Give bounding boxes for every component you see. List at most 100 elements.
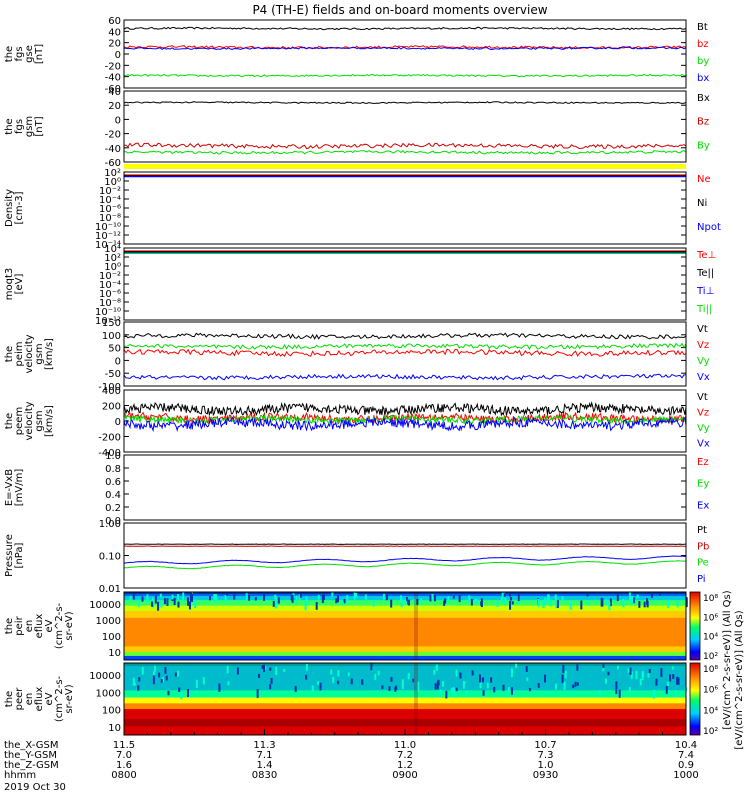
spectrogram-cell-peer-spec <box>218 683 221 692</box>
spectrogram-cell-peer-spec <box>435 664 438 671</box>
ylabel-peir-spec: en <box>24 620 35 633</box>
series-line-fgs-gsm-0 <box>123 101 687 105</box>
spectrogram-cell-peer-spec <box>471 670 474 676</box>
xaxis-value: 10.7 <box>534 740 556 751</box>
panel-frame-peem-vel <box>123 389 687 453</box>
spectrogram-cell-peir-spec <box>444 598 447 604</box>
spectrogram-cell-peer-spec <box>269 684 272 690</box>
spectrogram-cell-peir-spec <box>299 592 302 598</box>
series-line-fgs-gse-3 <box>124 46 687 51</box>
legend-label-fgs-gse: by <box>697 56 709 67</box>
spectrogram-cell-peer-spec <box>665 685 668 694</box>
spectrogram-band-peir-spec <box>124 594 686 597</box>
spectrogram-cell-peir-spec <box>501 592 504 600</box>
spectrogram-cell-peir-spec <box>274 600 277 609</box>
xaxis-value: 11.0 <box>394 740 416 751</box>
spectrogram-cell-peer-spec <box>227 681 230 686</box>
legend-label-fgs-gsm: Bx <box>697 93 710 104</box>
spectrogram-cell-peer-spec <box>544 674 547 683</box>
ytick-label-temp: 10⁻⁴ <box>99 280 121 291</box>
spectrogram-cell-peir-spec <box>129 595 132 600</box>
ytick-label-fgs-gse: -60 <box>105 84 121 95</box>
ytick-label-peer-spec: 10 <box>108 723 121 734</box>
spectrogram-cell-peer-spec <box>526 677 529 681</box>
spectrogram-cell-peer-spec <box>226 665 229 674</box>
spectrogram-cell-peir-spec <box>385 593 388 601</box>
spectrogram-cell-peer-spec <box>141 667 144 675</box>
panels: the fgs gse [nT]6040200-20-40-60Btbzbybxthe… <box>4 16 745 750</box>
legend-label-fgs-gse: bz <box>697 39 709 50</box>
spectrogram-cell-peir-spec <box>503 593 506 597</box>
spectrogram-cell-peir-spec <box>476 600 479 604</box>
spectrogram-cell-peir-spec <box>233 592 236 600</box>
legend-label-temp: Te⊥ <box>696 250 716 261</box>
spectrogram-cell-peir-spec <box>171 594 174 600</box>
ytick-label-pressure: 0.10 <box>99 552 121 563</box>
spectrogram-cell-peer-spec <box>178 687 181 692</box>
spectrogram-cell-peer-spec <box>412 678 415 683</box>
spectrogram-cell-peir-spec <box>631 595 634 605</box>
series-line-pressure-3 <box>123 555 686 565</box>
panel-peem-vel: the peem velocity gsm [km/s] 400 200 0 -200 -400 V… <box>4 386 710 459</box>
panel-peir-spec: the peir en eflux eV (cm^2-s-sr-eV) 10000 1000 1… <box>4 591 688 661</box>
spectrogram-cell-peir-spec <box>163 598 166 605</box>
ylabel-fgs-gse: [nT] <box>34 44 45 64</box>
legend-label-peem-vel: Vx <box>697 439 710 450</box>
spectrogram-feature-peir-spec <box>414 592 416 660</box>
xaxis-value: 7.3 <box>538 750 554 761</box>
spectrogram-cell-peir-spec <box>447 596 450 602</box>
spectrogram-cell-peer-spec <box>165 675 168 681</box>
spectrogram-cell-peir-spec <box>343 599 346 604</box>
spectrogram-cell-peer-spec <box>161 677 164 683</box>
ylabel-efield: E=-VxB <box>4 469 15 506</box>
ylabel-fgs-gsm: the <box>4 118 15 134</box>
spectrogram-cell-peir-spec <box>542 600 545 609</box>
spectrogram-cell-peir-spec <box>458 594 461 603</box>
spectrogram-cell-peer-spec <box>174 672 177 677</box>
spectrogram-cell-peer-spec <box>515 663 518 669</box>
ylabel-peim-vel: [km/s] <box>44 338 55 370</box>
series-line-peem-vel-3 <box>123 416 687 433</box>
spectrogram-cell-peir-spec <box>676 600 679 608</box>
spectrogram-cell-peir-spec <box>295 595 298 602</box>
spectrogram-cell-peer-spec <box>377 670 380 676</box>
spectrogram-cell-peir-spec <box>189 592 192 602</box>
ylabel-fgs-gse: the <box>4 46 15 62</box>
spectrogram-cell-peer-spec <box>294 686 297 692</box>
spectrogram-cell-peer-spec <box>374 673 377 680</box>
spectrogram-cell-peer-spec <box>502 684 505 691</box>
spectrogram-cell-peer-spec <box>455 687 458 692</box>
spectrogram-cell-peir-spec <box>547 594 550 602</box>
ytick-label-peir-spec: 10000 <box>89 600 121 611</box>
spectrogram-cell-peer-spec <box>655 678 658 686</box>
ytick-label-fgs-gsm: 20 <box>108 101 121 112</box>
spectrogram-cell-peer-spec <box>598 690 601 696</box>
ytick-label-peim-vel: 150 <box>102 318 121 329</box>
ylabel-density: [cm-3] <box>14 191 25 224</box>
spectrogram-cell-peer-spec <box>152 675 155 685</box>
spectrogram-cell-peer-spec <box>395 685 398 690</box>
spectrogram-cell-peer-spec <box>563 681 566 690</box>
spectrogram-cell-peir-spec <box>605 599 608 605</box>
spectrogram-cell-peir-spec <box>586 593 589 597</box>
xaxis-value: 1.6 <box>116 760 132 771</box>
spectrogram-cell-peer-spec <box>330 669 333 675</box>
ytick-label-peem-vel: -200 <box>98 433 121 444</box>
spectrogram-cell-peir-spec <box>166 598 169 606</box>
spectrogram-cell-peir-spec <box>509 600 512 610</box>
ytick-label-density: 10⁰ <box>104 177 121 188</box>
ytick-label-efield: 0.4 <box>105 490 121 501</box>
series-line-fgs-gse-0 <box>123 26 687 31</box>
spectrogram-cell-peir-spec <box>420 598 423 605</box>
spectrogram-cell-peir-spec <box>152 599 155 608</box>
spectrogram-cell-peir-spec <box>298 594 301 601</box>
spectrogram-cell-peir-spec <box>609 598 612 607</box>
panel-pressure: Pressure [nPa] 1.00 0.10 0.01 Pt Pb Pe Pi <box>4 519 709 595</box>
colorbar-tick-label: 10² <box>703 652 718 662</box>
spectrogram-cell-peer-spec <box>605 678 608 684</box>
spectrogram-cell-peir-spec <box>337 595 340 603</box>
xaxis-value: 7.4 <box>678 750 694 761</box>
spectrogram-cell-peer-spec <box>177 670 180 677</box>
spectrogram-cell-peir-spec <box>416 599 419 605</box>
xaxis-value: 1000 <box>673 770 698 781</box>
